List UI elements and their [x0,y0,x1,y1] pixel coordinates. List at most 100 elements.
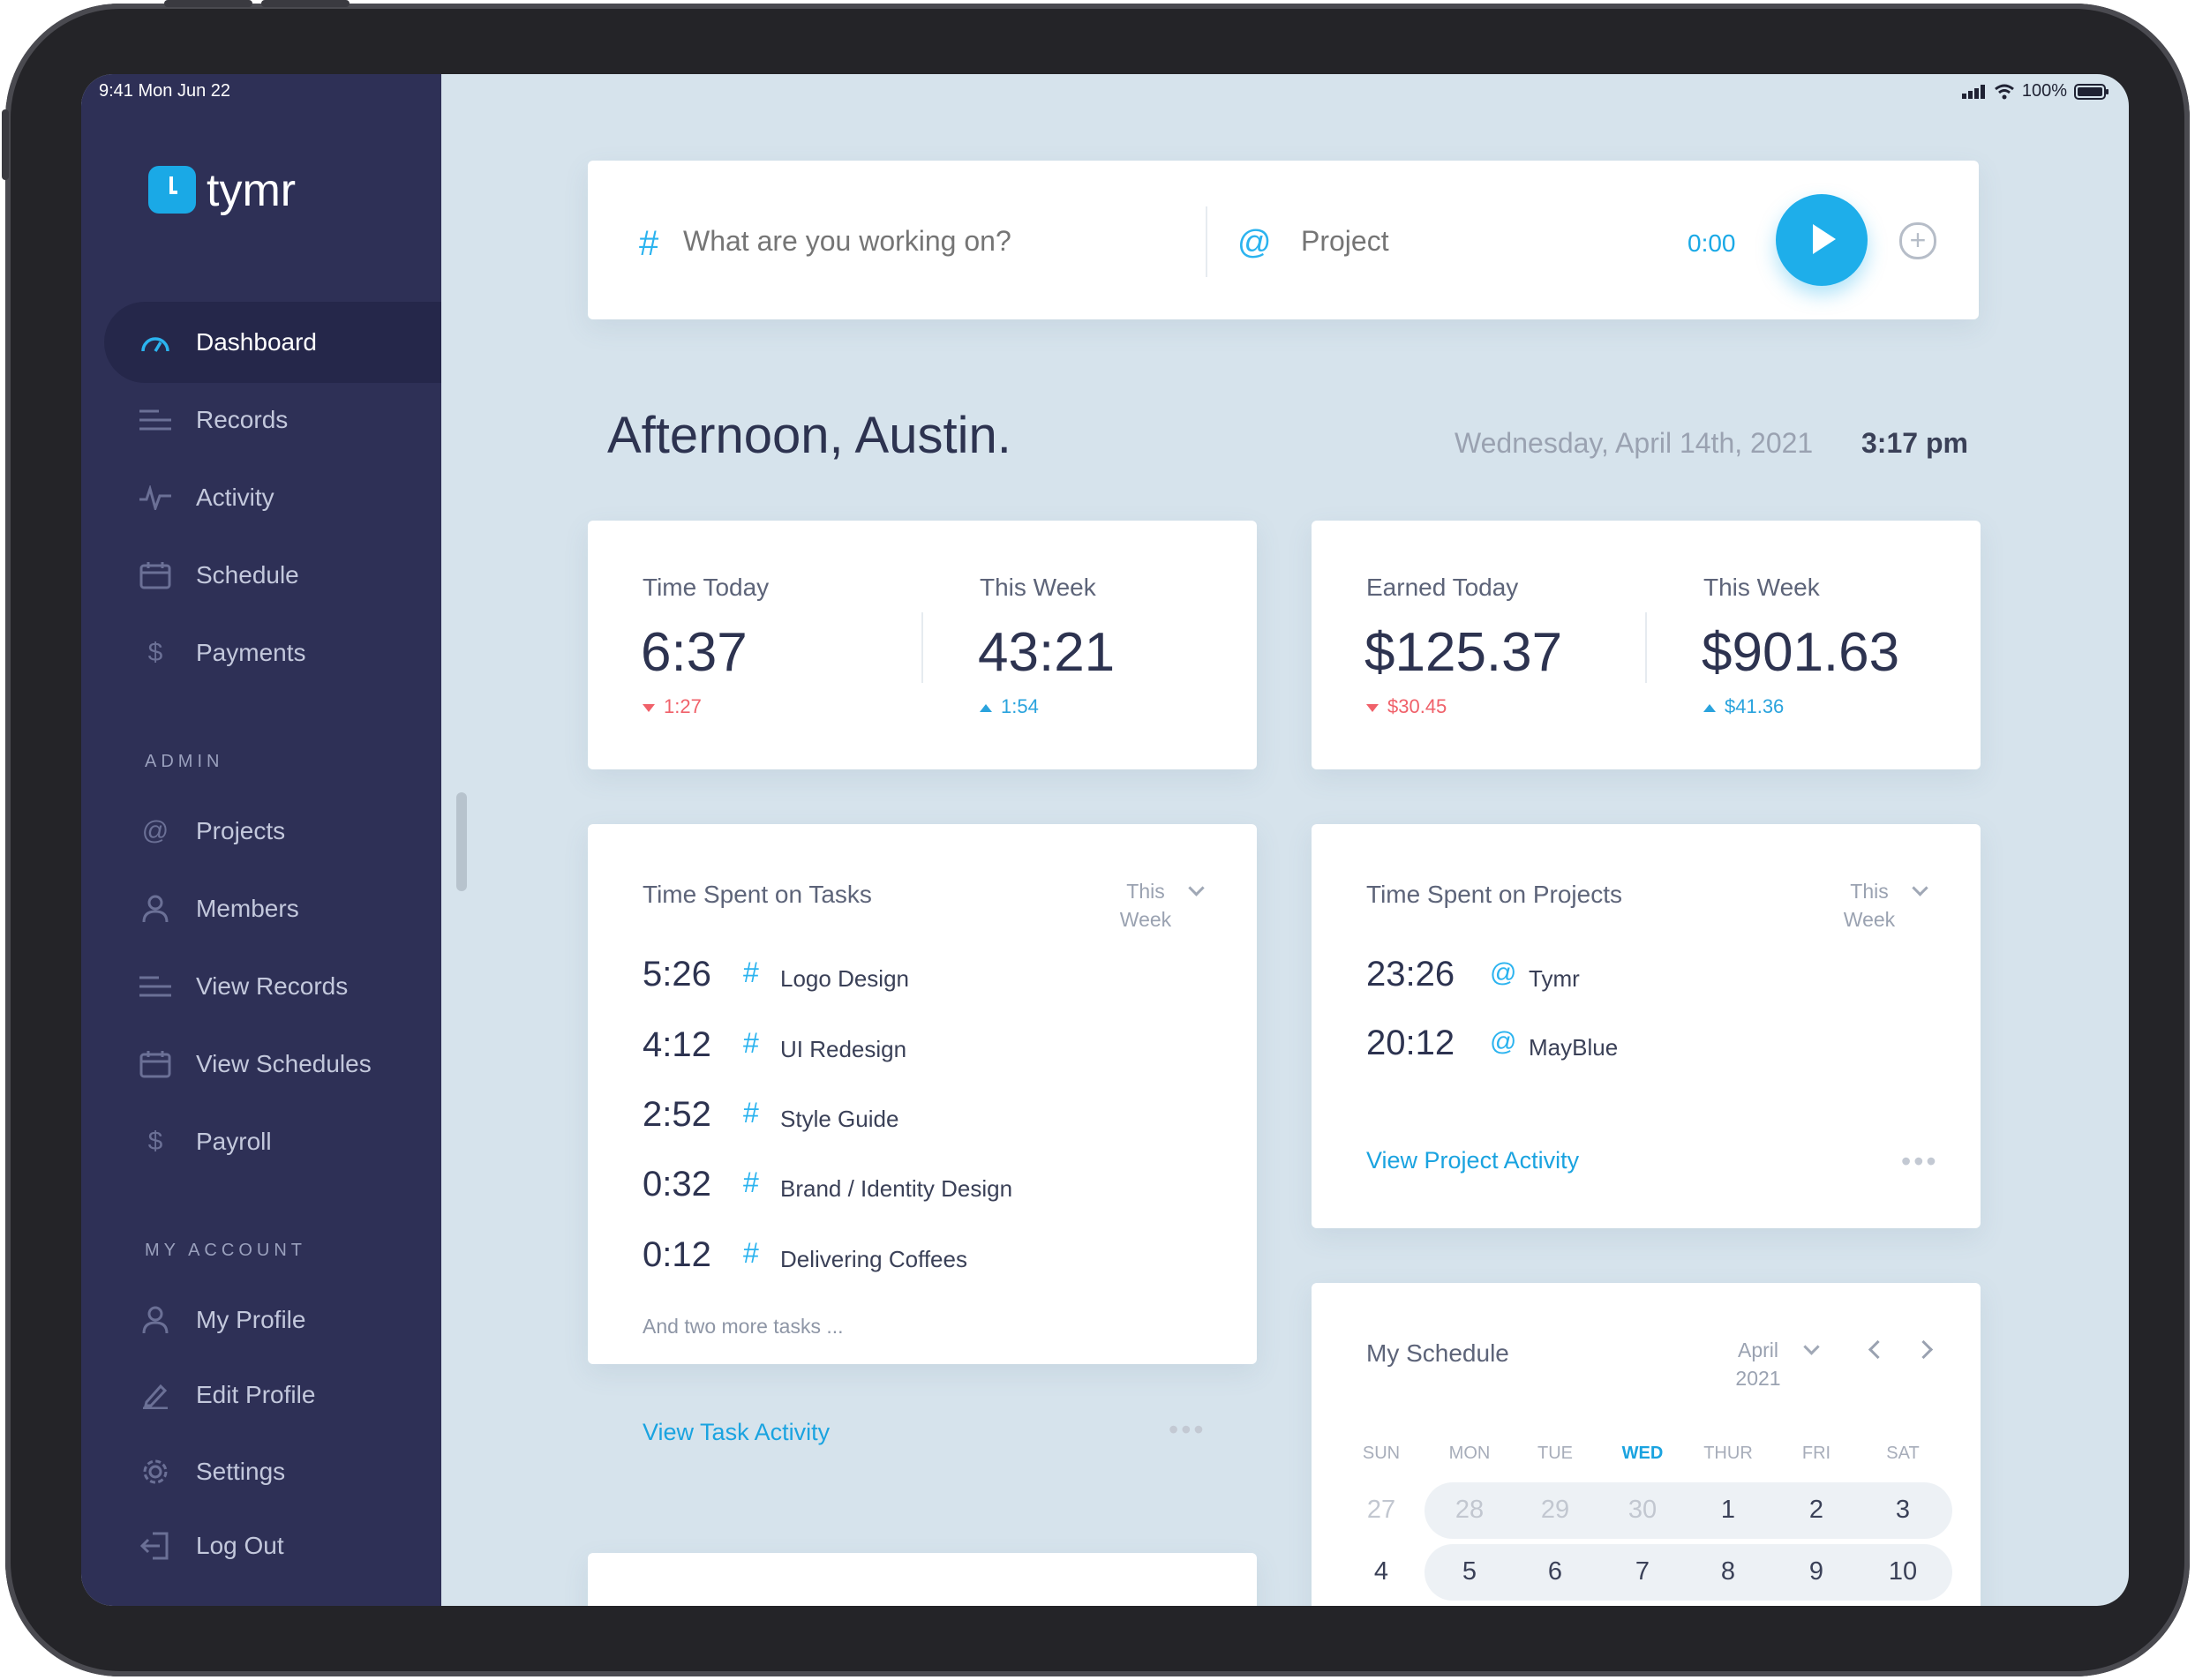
sidebar-item-my-profile[interactable]: My Profile [104,1279,441,1361]
year-label: 2021 [1735,1367,1781,1390]
at-icon: @ [1490,1027,1517,1056]
calendar-day[interactable]: 10 [1888,1557,1918,1586]
task-time: 0:12 [643,1235,711,1274]
period-select[interactable]: This Week [1110,877,1181,934]
sidebar-scrollbar[interactable] [456,792,467,891]
task-name[interactable]: Delivering Coffees [780,1246,967,1272]
calendar-day[interactable]: 1 [1720,1496,1736,1524]
more-options-icon[interactable]: ••• [1169,1414,1206,1445]
earned-week-label: This Week [1703,574,1820,601]
battery-percent: 100% [2021,81,2067,101]
sidebar-item-schedule[interactable]: Schedule [104,535,441,616]
task-name[interactable]: Logo Design [780,965,909,992]
calendar-day[interactable]: 5 [1462,1557,1477,1586]
chevron-down-icon[interactable] [1188,880,1205,896]
delta-value: $41.36 [1725,695,1785,717]
greeting-title: Afternoon, Austin. [607,407,1011,464]
chevron-down-icon[interactable] [1803,1339,1820,1355]
sidebar-item-payments[interactable]: $ Payments [104,612,441,694]
task-time: 4:12 [643,1025,711,1064]
task-input[interactable] [681,217,1179,265]
schedule-card: My Schedule April 2021 SUN MON TUE WED T… [1312,1283,1981,1606]
play-button[interactable] [1776,194,1868,286]
calendar-day[interactable]: 7 [1635,1557,1650,1586]
sidebar-item-dashboard[interactable]: Dashboard [104,302,441,383]
sidebar-item-log-out[interactable]: Log Out [104,1505,441,1586]
hash-icon: # [743,1027,759,1059]
calendar-day[interactable]: 6 [1547,1557,1563,1586]
signal-icon [1961,84,1985,99]
more-tasks-note: And two more tasks ... [643,1315,844,1338]
calendar-day[interactable]: 4 [1373,1557,1389,1586]
sidebar-item-label: Settings [196,1458,286,1485]
sidebar-item-payroll[interactable]: $ Payroll [104,1101,441,1182]
chevron-down-icon[interactable] [1912,880,1928,896]
sidebar-item-activity[interactable]: Activity [104,457,441,538]
delta-value: 1:27 [664,695,702,717]
task-name[interactable]: UI Redesign [780,1036,907,1062]
logout-icon [138,1528,173,1564]
period-select[interactable]: This Week [1834,877,1905,934]
projects-card-title: Time Spent on Projects [1366,881,1622,908]
down-arrow-icon [1366,703,1379,712]
user-icon [138,891,173,926]
calendar-day[interactable]: 30 [1627,1496,1658,1524]
calendar-day[interactable]: 27 [1366,1496,1396,1524]
chevron-right-icon[interactable] [1913,1339,1934,1360]
time-today-label: Time Today [643,574,770,601]
task-name[interactable]: Brand / Identity Design [780,1175,1013,1202]
more-options-icon[interactable]: ••• [1901,1145,1939,1177]
calendar-icon [138,558,173,593]
sidebar-item-label: Log Out [196,1532,284,1559]
sidebar-item-members[interactable]: Members [104,868,441,949]
project-name[interactable]: MayBlue [1529,1034,1619,1061]
calendar-day[interactable]: 2 [1808,1496,1824,1524]
hash-icon: # [743,1097,759,1129]
current-date: Wednesday, April 14th, 2021 [1455,427,1814,459]
chevron-left-icon[interactable] [1868,1339,1888,1360]
sidebar-item-projects[interactable]: @ Projects [104,791,441,872]
calendar-day[interactable]: 28 [1455,1496,1485,1524]
app-name: tymr [207,165,297,216]
earned-today-value: $125.37 [1364,622,1563,683]
dollar-icon: $ [147,638,163,667]
status-right: 100% [1961,81,2109,101]
sidebar-item-view-schedules[interactable]: View Schedules [104,1024,441,1105]
sidebar-item-settings[interactable]: Settings [104,1431,441,1512]
sidebar-item-records[interactable]: Records [104,379,441,461]
sidebar: tymr Dashboard Records Activity Schedule… [81,74,441,1606]
time-week-delta: 1:54 [980,695,1039,718]
project-input[interactable] [1299,217,1638,265]
clock-icon [148,166,196,214]
timer-display: 0:00 [1688,229,1736,257]
period-line: Week [1119,908,1172,931]
sidebar-item-label: Edit Profile [196,1381,316,1408]
projects-card: Time Spent on Projects This Week 23:26 @… [1312,824,1981,1228]
weekday-label-today: WED [1621,1444,1664,1463]
task-name[interactable]: Style Guide [780,1106,899,1132]
down-arrow-icon [643,703,655,712]
stat-divider [921,612,923,683]
sidebar-item-view-records[interactable]: View Records [104,946,441,1027]
user-icon [138,1302,173,1338]
weekday-label: MON [1448,1444,1491,1463]
calendar-day[interactable]: 29 [1540,1496,1570,1524]
calendar-day[interactable]: 9 [1808,1557,1824,1586]
view-task-activity-link[interactable]: View Task Activity [643,1419,831,1445]
sidebar-item-label: Records [196,406,289,433]
sidebar-item-edit-profile[interactable]: Edit Profile [104,1354,441,1436]
battery-icon [2074,83,2109,100]
calendar-day[interactable]: 3 [1895,1496,1911,1524]
volume-button [164,0,252,7]
calendar-day[interactable]: 8 [1720,1557,1736,1586]
view-project-activity-link[interactable]: View Project Activity [1366,1147,1580,1174]
add-entry-button[interactable]: + [1899,222,1936,259]
volume-button [261,0,350,7]
dollar-icon: $ [147,1127,163,1156]
project-name[interactable]: Tymr [1529,965,1580,992]
app-logo[interactable]: tymr [148,166,296,214]
time-stats-card: Time Today 6:37 1:27 This Week 43:21 1:5… [588,521,1257,769]
time-tracker-bar: # @ 0:00 + [588,161,1979,319]
month-select[interactable]: April 2021 [1723,1336,1793,1392]
